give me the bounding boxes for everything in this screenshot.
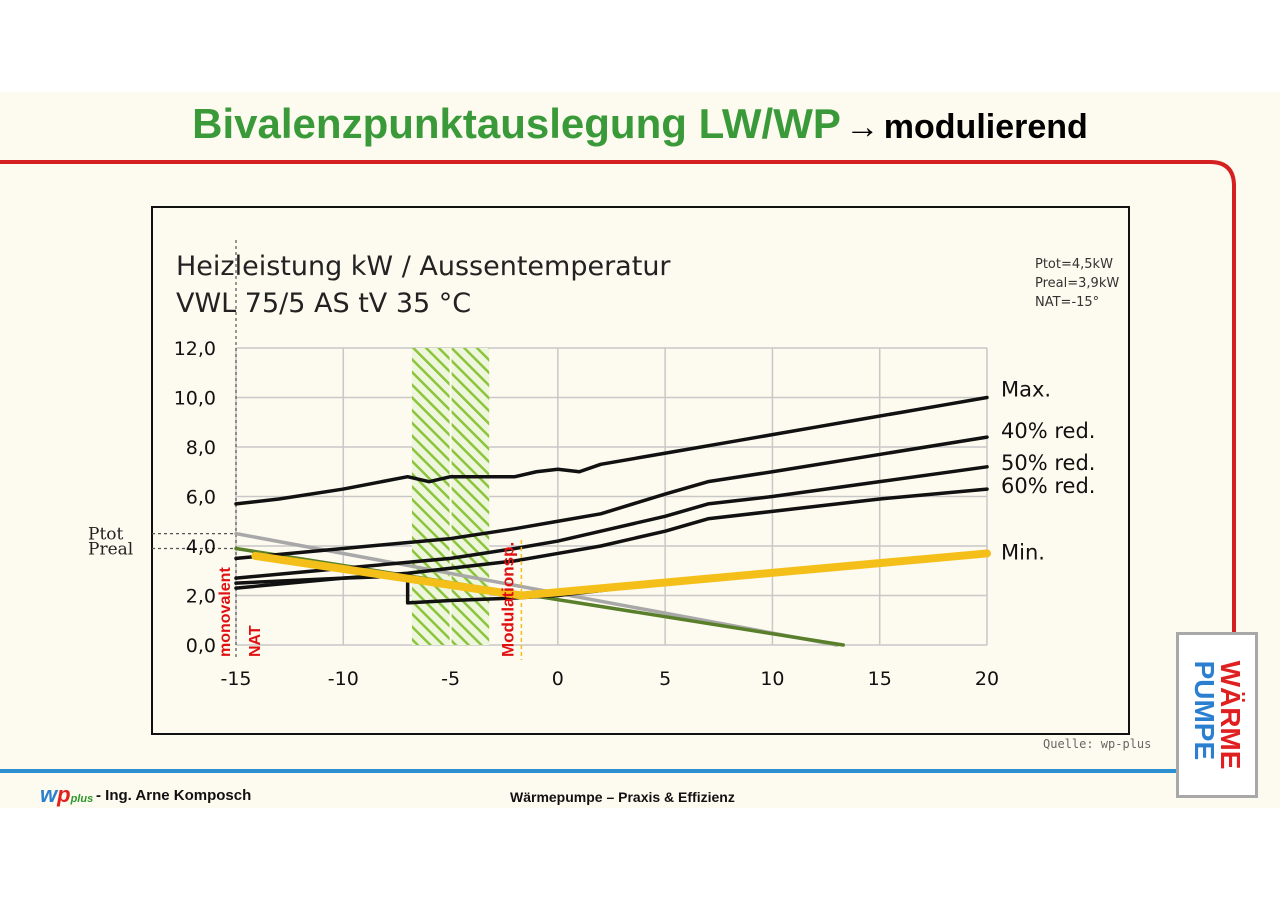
series-line-max- [234,395,989,506]
logo-w: w [40,782,58,807]
y-tick-label: 2,0 [186,586,216,608]
ref-label-ptot: Ptot [88,525,124,545]
x-tick-label: 0 [552,668,564,690]
x-tick-label: 15 [868,668,892,690]
min-modulation-line [251,549,991,600]
series-label: Min. [1001,540,1045,564]
red-frame-line [0,160,1236,640]
logo-plus: plus [70,793,94,805]
chart-subtitle: VWL 75/5 AS tV 35 °C [176,288,471,319]
chart-panel [151,206,1130,735]
title-sub: modulierend [883,108,1088,146]
y-tick-label: 10,0 [174,388,216,410]
y-tick-label: 4,0 [186,536,216,558]
series-label: 40% red. [1001,419,1095,443]
y-tick-label: 6,0 [186,487,216,509]
footer-center: Wärmepumpe – Praxis & Effizienz [510,789,735,805]
marker-label-nat: NAT [247,625,264,657]
chart-title: Heizleistung kW / Aussentemperatur [176,251,671,282]
badge-line1: WÄRME [1215,660,1246,770]
marker-label-modulation: Modulationsp. [498,542,517,657]
x-tick-label: 20 [975,668,999,690]
info-line: NAT=-15° [1035,295,1099,310]
badge-line2: PUMPE [1189,660,1220,761]
series-label: 50% red. [1001,451,1095,475]
x-tick-label: -15 [220,668,251,690]
series-label: Max. [1001,378,1051,402]
waermepumpe-badge: WÄRME PUMPE [1176,632,1258,798]
y-tick-label: 0,0 [186,635,216,657]
title-arrow: → [845,108,880,146]
x-tick-label: 10 [760,668,784,690]
source-label: Quelle: wp-plus [1043,737,1152,751]
x-tick-label: -10 [328,668,359,690]
footer-author: - Ing. Arne Komposch [96,787,252,804]
logo-p: p [57,782,71,807]
title-main: Bivalenzpunktauslegung LW/WP [192,100,841,147]
x-tick-label: 5 [659,668,671,690]
y-tick-label: 8,0 [186,437,216,459]
info-line: Ptot=4,5kW [1035,257,1113,272]
info-line: Preal=3,9kW [1035,276,1119,291]
marker-label-monovalent: monovalent [217,567,234,657]
badge-text: WÄRME PUMPE [1189,660,1246,770]
wp-plus-logo: wpplus [40,782,93,808]
series-label: 60% red. [1001,474,1095,498]
x-tick-label: -5 [441,668,460,690]
series-line-40-red- [234,435,989,561]
slide-title: Bivalenzpunktauslegung LW/WP → moduliere… [0,100,1280,148]
series-line-50-red- [234,465,989,580]
ref-label-preal: Preal [88,539,133,559]
y-tick-label: 12,0 [174,338,216,360]
